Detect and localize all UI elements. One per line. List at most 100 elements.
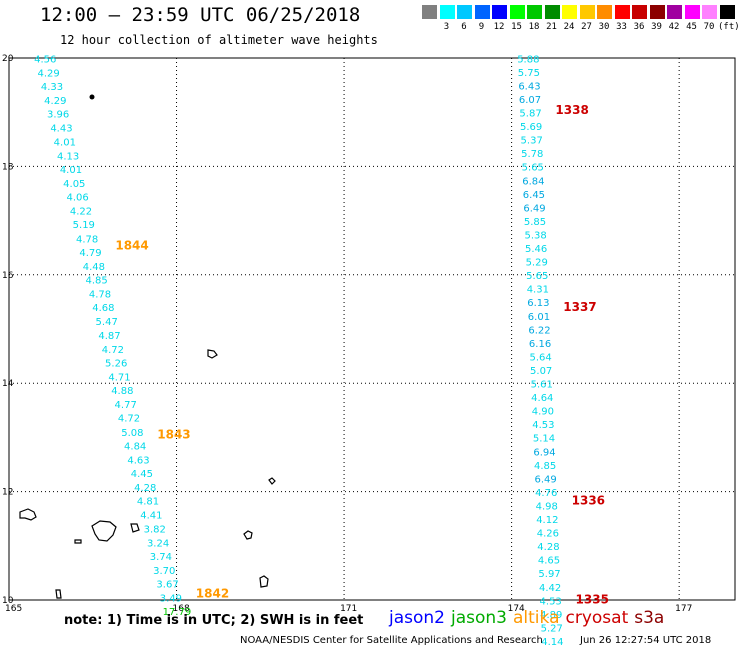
wave-height-value: 4.81: [137, 497, 159, 508]
wave-height-value: 6.13: [527, 298, 549, 309]
legend-label: 9: [478, 22, 485, 32]
wave-height-value: 6.22: [528, 325, 550, 336]
wave-height-value: 5.47: [96, 317, 118, 328]
y-tick-label: 18: [2, 162, 14, 172]
legend-swatch: [474, 5, 490, 19]
satellite-name: altika: [513, 608, 560, 628]
x-tick-label: 171: [340, 604, 357, 614]
wave-height-value: 5.07: [530, 366, 552, 377]
wave-height-value: 4.14: [541, 637, 563, 648]
legend-swatch: [684, 5, 700, 19]
wave-height-value: 6.49: [523, 203, 545, 214]
altimeter-tracks: 4.56 4.29 4.33 4.29 3.96 4.43 4.01 4.13 4.01 4.05…: [34, 54, 609, 648]
wave-height-value: 4.01: [54, 137, 76, 148]
legend-label: 36: [633, 22, 645, 32]
wave-height-value: 17.79: [163, 607, 192, 618]
wave-height-value: 5.97: [538, 569, 560, 580]
wave-height-value: 4.28: [134, 483, 156, 494]
pass-number-label: 1338: [555, 103, 588, 117]
wave-height-value: 6.94: [533, 447, 555, 458]
y-tick-label: 14: [2, 379, 14, 389]
legend-unit: (ft): [718, 22, 740, 32]
wave-height-value: 5.88: [517, 54, 539, 65]
island: [268, 477, 276, 485]
legend-label: 70: [703, 22, 715, 32]
map-frame: [8, 57, 736, 601]
wave-height-value: 4.72: [118, 414, 140, 425]
island: [91, 520, 117, 542]
wave-height-value: 4.33: [41, 82, 63, 93]
x-tick-label: 177: [675, 604, 692, 614]
wave-height-value: 4.64: [531, 393, 553, 404]
wave-height-value: 4.31: [527, 285, 549, 296]
wave-height-value: 4.13: [57, 151, 79, 162]
wave-height-value: 5.65: [522, 163, 544, 174]
wave-height-value: 4.85: [534, 461, 556, 472]
wave-height-value: 4.78: [89, 290, 111, 301]
wave-height-value: 3.49: [160, 594, 182, 605]
wave-height-value: 5.78: [521, 149, 543, 160]
legend-label: 3: [443, 22, 450, 32]
wave-height-value: 4.98: [536, 501, 558, 512]
legend-label: 18: [528, 22, 540, 32]
pass-number-label: 1842: [196, 586, 229, 600]
wave-height-value: 3.96: [47, 110, 69, 121]
y-tick-label: 12: [2, 488, 13, 498]
legend-label: 33: [616, 22, 627, 32]
island: [19, 508, 37, 521]
y-tick-label: 16: [2, 271, 14, 281]
legend-label: 24: [563, 22, 575, 32]
legend-label: 21: [546, 22, 557, 32]
legend-swatch: [457, 5, 472, 19]
grid: 165 168 171 174 177 20 18 16 14 12 10: [2, 54, 736, 614]
legend-label: 15: [511, 22, 522, 32]
wave-height-value: 4.29: [44, 96, 66, 107]
wave-height-value: 4.87: [98, 331, 120, 342]
legend-swatch: [667, 5, 682, 19]
legend-label: 30: [598, 22, 610, 32]
satellite-name: jason2: [389, 608, 445, 628]
wave-height-value: 4.29: [37, 68, 59, 79]
wave-height-value: 4.72: [102, 345, 124, 356]
x-tick-label: 165: [5, 604, 22, 614]
x-tick-label: 174: [508, 604, 525, 614]
legend-label: 27: [581, 22, 592, 32]
wave-height-value: 5.38: [524, 230, 546, 241]
legend-label: 39: [651, 22, 662, 32]
wave-height-value: 5.26: [105, 358, 127, 369]
pass-number-label: 1843: [157, 427, 190, 441]
legend-swatch: [614, 5, 630, 19]
legend-swatch: [597, 5, 612, 19]
pass-number-label: 1335: [576, 592, 609, 606]
wave-height-value: 4.84: [124, 441, 146, 452]
legend-swatch: [422, 5, 437, 19]
wave-height-value: 4.01: [60, 165, 82, 176]
wave-height-value: 4.85: [86, 275, 108, 286]
wave-height-value: 3.67: [156, 580, 178, 591]
wave-height-value: 4.28: [537, 542, 559, 553]
legend-swatch: [649, 5, 665, 19]
wave-height-value: 5.61: [531, 380, 553, 391]
wave-height-value: 4.43: [50, 124, 72, 135]
satellite-name: cryosat: [565, 608, 629, 628]
y-tick-label: 10: [2, 596, 14, 606]
pass-number-label: 1337: [563, 300, 596, 314]
wave-height-value: 5.46: [525, 244, 547, 255]
legend-swatch: [544, 5, 560, 19]
wave-height-value: 6.45: [523, 190, 545, 201]
map-title: 12:00 – 23:59 UTC 06/25/2018: [40, 4, 361, 26]
wave-height-value: 5.69: [520, 122, 542, 133]
wave-height-value: 4.06: [67, 193, 89, 204]
wave-height-value: 6.16: [529, 339, 551, 350]
wave-height-value: 4.76: [535, 488, 557, 499]
wave-height-value: 5.29: [526, 258, 548, 269]
legend-swatch: [439, 5, 455, 19]
wave-height-value: 5.37: [521, 136, 543, 147]
island: [207, 349, 218, 359]
wave-height-value: 3.70: [153, 566, 175, 577]
satellite-name: s3a: [634, 608, 665, 628]
wave-height-value: 4.68: [92, 303, 114, 314]
pass-number-label: 1844: [115, 238, 148, 252]
wave-height-value: 4.22: [70, 207, 92, 218]
